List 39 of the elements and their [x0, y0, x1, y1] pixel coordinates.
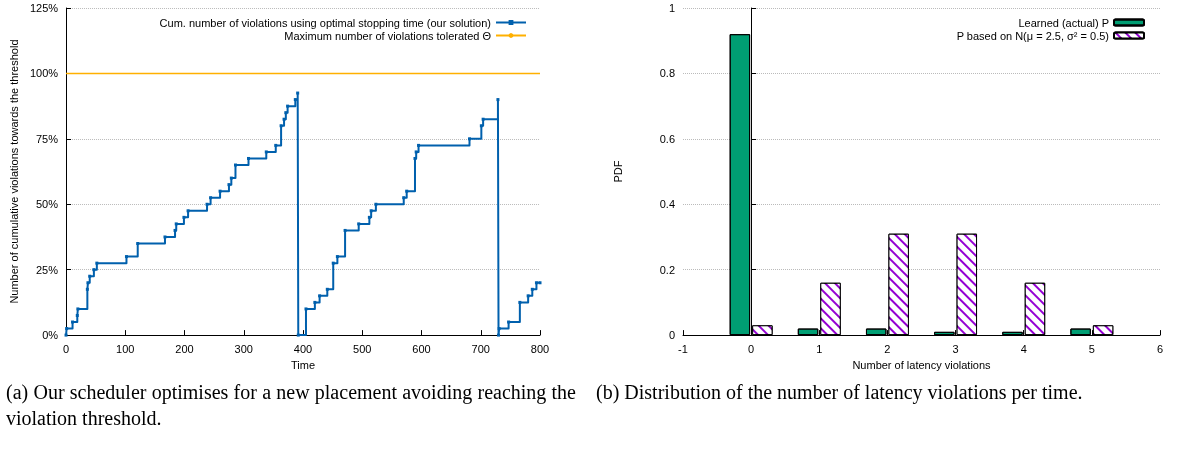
legend-label: Maximum number of violations tolerated Θ — [284, 29, 492, 42]
y-tick-label: 0.6 — [659, 132, 675, 145]
y-tick-label: 0.2 — [659, 263, 675, 276]
legend-label: Learned (actual) P — [1018, 16, 1109, 29]
y-tick-label: 125% — [29, 2, 59, 14]
x-tick-label: 1 — [816, 342, 823, 355]
y-tick-label: 50% — [36, 198, 59, 211]
x-tick-label: 0 — [62, 342, 70, 355]
x-tick-label: 400 — [293, 342, 313, 355]
y-tick-label: 0% — [42, 329, 59, 342]
x-tick-label: 500 — [353, 342, 372, 355]
y-tick-label: 75% — [36, 132, 59, 145]
x-tick-label: 5 — [1088, 342, 1095, 355]
y-tick-label: 1 — [668, 2, 675, 14]
x-tick-label: 300 — [234, 342, 253, 355]
x-axis-title: Time — [290, 358, 316, 371]
text: (b) Distribution of the number of latency violations per time. — [595, 380, 1084, 405]
legend-label: P based on N(μ = 2.5, σ² = 0.5) — [956, 29, 1109, 42]
x-axis-title: Number of latency violations — [852, 358, 992, 371]
x-tick-label: 2 — [884, 342, 891, 355]
x-tick-label: 100 — [116, 342, 135, 355]
x-tick-label: 200 — [175, 342, 194, 355]
y-tick-label: 100% — [29, 67, 59, 80]
y-tick-label: 0 — [668, 329, 675, 342]
x-tick-label: -1 — [678, 342, 688, 355]
x-tick-label: 800 — [530, 342, 550, 355]
y-axis-title: Number of cumulative violations towards the threshold — [7, 39, 20, 304]
x-tick-label: 6 — [1156, 342, 1164, 355]
x-tick-label: 3 — [952, 342, 959, 355]
legend-label: Cum. number of violations using optimal stopping time (our solution) — [159, 16, 491, 29]
x-tick-label: 4 — [1020, 342, 1027, 355]
y-tick-label: 0.8 — [659, 67, 675, 80]
y-tick-label: 0.4 — [659, 198, 675, 211]
text: (a) Our scheduler optimises for a new placement avoiding reaching the violation threshold. — [5, 380, 577, 431]
y-tick-label: 25% — [36, 263, 59, 276]
x-tick-label: 600 — [412, 342, 431, 355]
x-tick-label: 700 — [471, 342, 490, 355]
x-tick-label: 0 — [748, 342, 755, 355]
y-axis-title: PDF — [611, 160, 624, 183]
